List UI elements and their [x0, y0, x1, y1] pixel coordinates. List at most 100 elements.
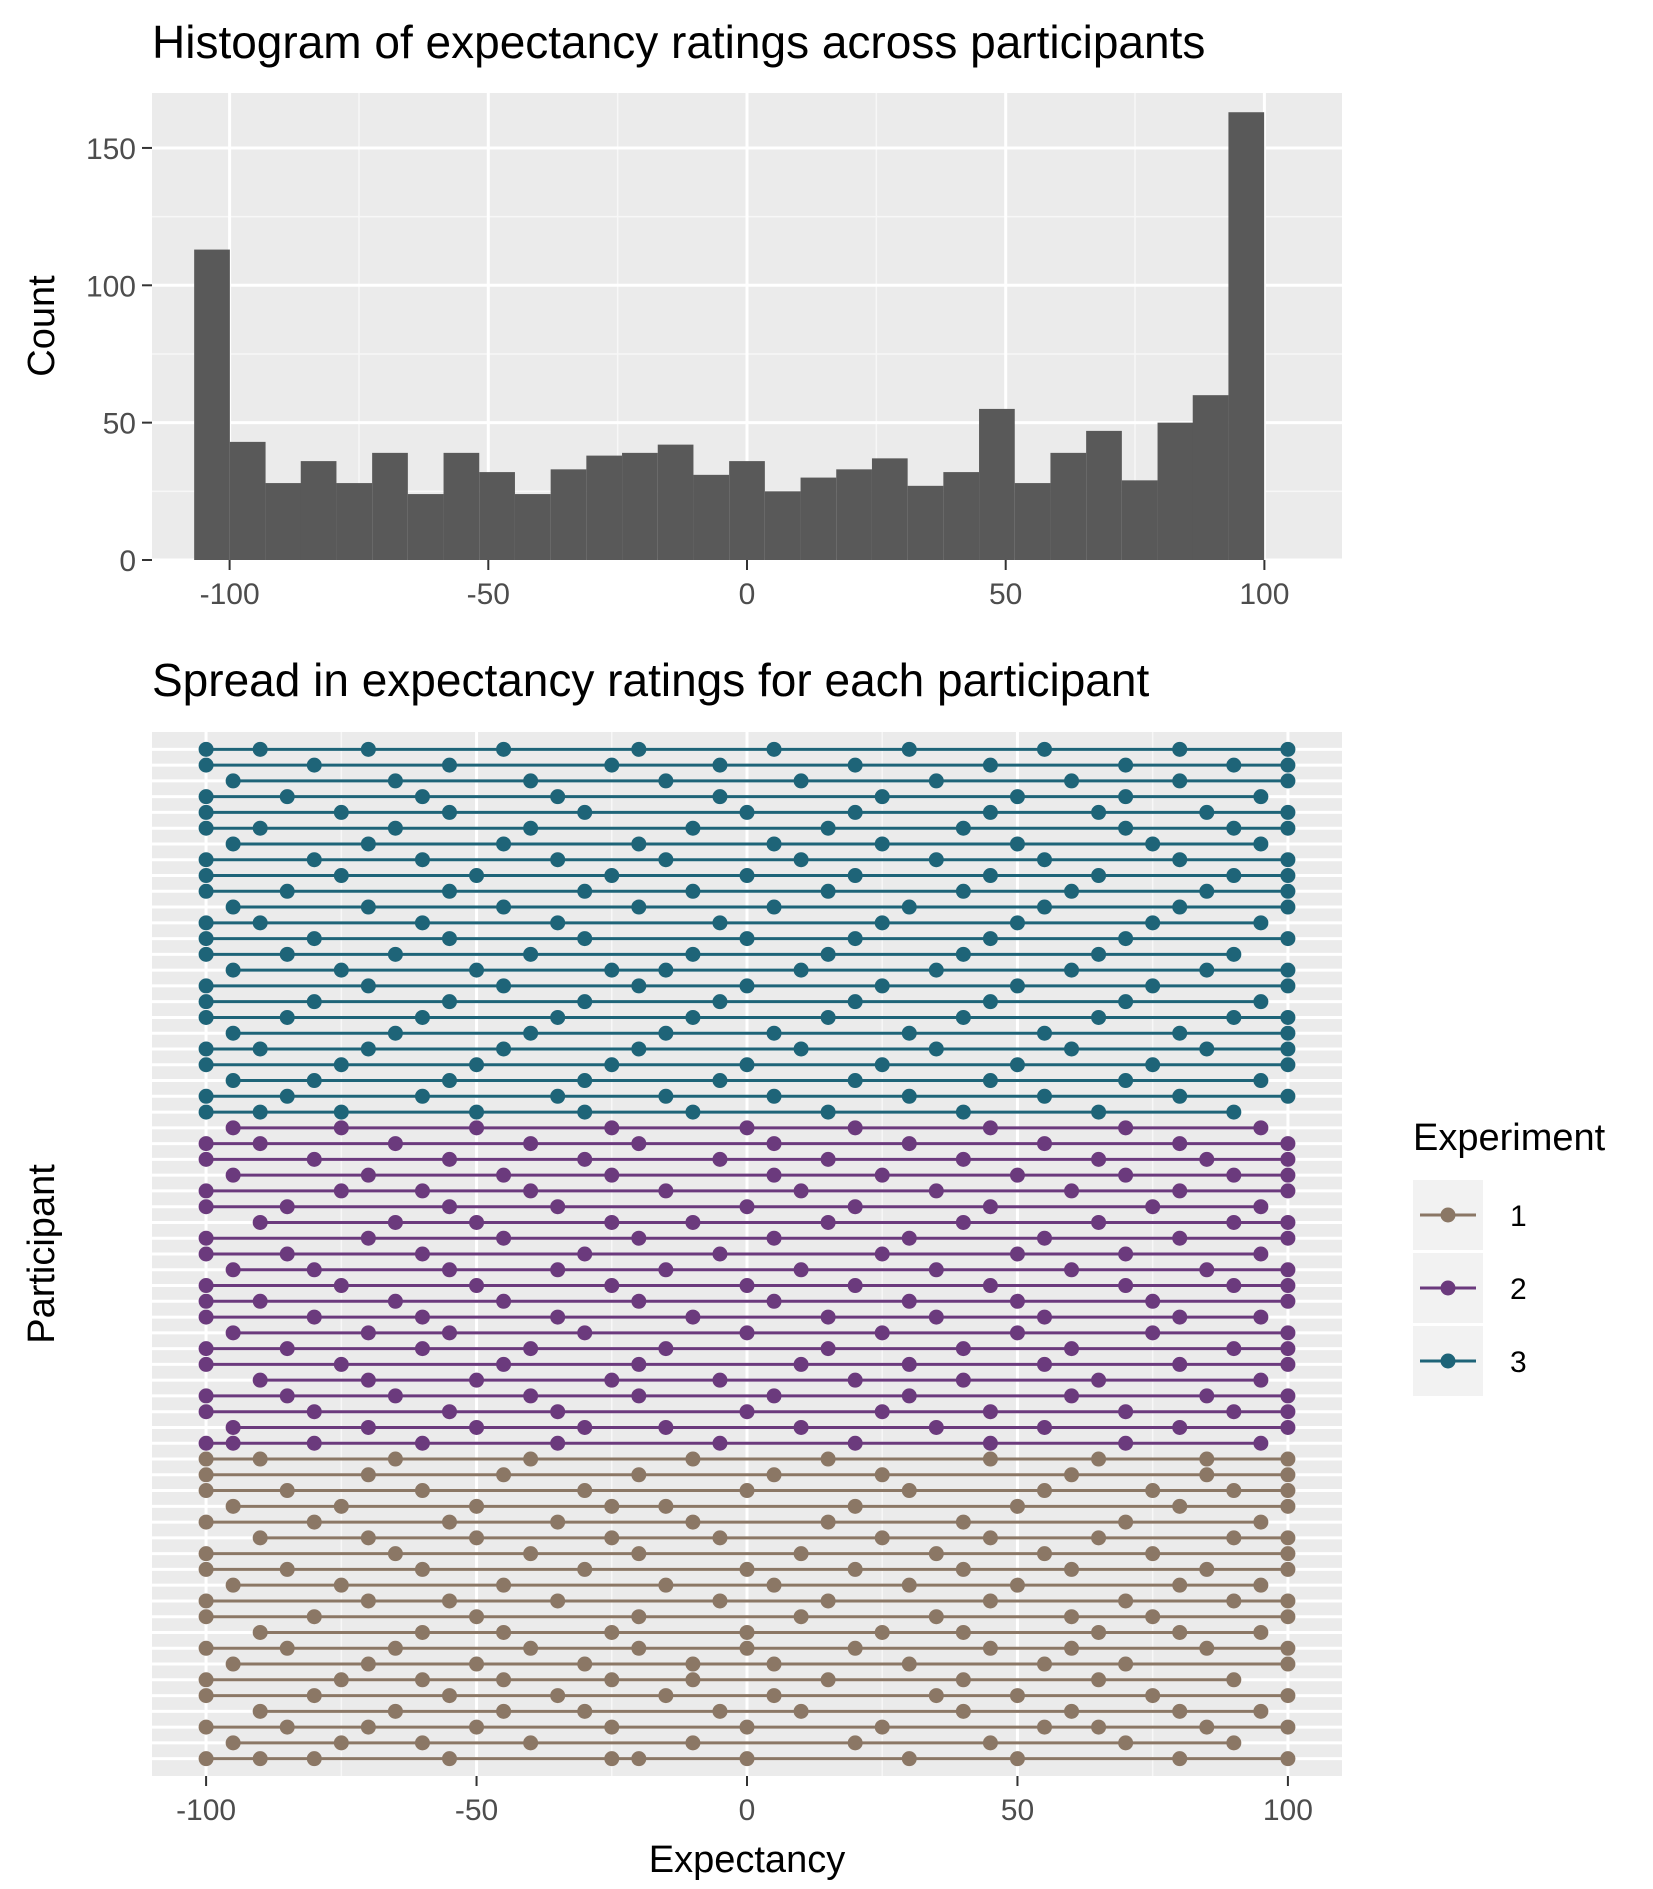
participant-rating-point — [1172, 1025, 1188, 1041]
participant-rating-point — [414, 1341, 430, 1357]
participant-rating-point — [225, 962, 241, 978]
participant-rating-point — [928, 1309, 944, 1325]
participant-rating-point — [1172, 1751, 1188, 1767]
participant-rating-point — [1091, 804, 1107, 820]
participant-rating-point — [333, 1120, 349, 1136]
histogram-bar — [514, 494, 551, 560]
participant-rating-point — [982, 1451, 998, 1467]
participant-rating-point — [1280, 1151, 1296, 1167]
participant-rating-point — [955, 946, 971, 962]
participant-rating-point — [1280, 1483, 1296, 1499]
participant-rating-point — [469, 1278, 485, 1294]
participant-rating-point — [198, 946, 214, 962]
participant-rating-point — [279, 1009, 295, 1025]
participant-rating-point — [739, 1483, 755, 1499]
participant-rating-point — [469, 1372, 485, 1388]
participant-rating-point — [1253, 1435, 1269, 1451]
participant-rating-point — [1199, 1388, 1215, 1404]
participant-rating-point — [712, 789, 728, 805]
participant-rating-point — [1009, 978, 1025, 994]
participant-rating-point — [1118, 1656, 1134, 1672]
participant-rating-point — [982, 994, 998, 1010]
participant-rating-point — [955, 1009, 971, 1025]
participant-rating-point — [631, 978, 647, 994]
participant-rating-point — [901, 741, 917, 757]
participant-rating-point — [469, 1719, 485, 1735]
participant-rating-point — [496, 899, 512, 915]
participant-rating-point — [1199, 804, 1215, 820]
series-experiment-1 — [198, 1451, 1296, 1767]
participant-rating-point — [793, 1703, 809, 1719]
participant-rating-point — [1172, 899, 1188, 915]
participant-rating-point — [1145, 978, 1161, 994]
participant-rating-point — [198, 1561, 214, 1577]
participant-rating-point — [1064, 1703, 1080, 1719]
participant-rating-point — [1091, 1451, 1107, 1467]
histogram-y-axis-label: Count — [21, 275, 63, 377]
histogram-bar — [836, 469, 872, 560]
participant-rating-point — [306, 1262, 322, 1278]
participant-rating-point — [1009, 1751, 1025, 1767]
participant-rating-point — [1253, 1199, 1269, 1215]
participant-rating-point — [442, 1325, 457, 1341]
participant-rating-point — [1118, 1593, 1134, 1609]
participant-rating-point — [1064, 1041, 1080, 1057]
histogram-bar — [336, 483, 373, 560]
participant-rating-point — [225, 1419, 241, 1435]
participant-rating-point — [631, 1356, 647, 1372]
participant-rating-point — [658, 773, 674, 789]
participant-rating-point — [414, 1624, 430, 1640]
participant-rating-point — [604, 1120, 620, 1136]
participant-rating-point — [1009, 789, 1025, 805]
histogram-y-tick-label: 150 — [86, 133, 136, 166]
spread-x-tick-label: 0 — [739, 1794, 756, 1827]
participant-rating-point — [766, 1293, 782, 1309]
participant-rating-point — [279, 1341, 295, 1357]
participant-rating-point — [631, 1546, 647, 1562]
participant-rating-point — [1091, 946, 1107, 962]
participant-rating-point — [820, 1593, 836, 1609]
participant-rating-point — [306, 1151, 322, 1167]
participant-rating-point — [901, 1356, 917, 1372]
participant-rating-point — [955, 1372, 971, 1388]
participant-rating-point — [577, 994, 593, 1010]
participant-rating-point — [955, 1561, 971, 1577]
histogram-bar — [586, 455, 623, 560]
participant-rating-point — [360, 978, 376, 994]
participant-rating-point — [360, 836, 376, 852]
participant-rating-point — [1009, 836, 1025, 852]
participant-rating-point — [874, 836, 890, 852]
participant-rating-point — [982, 1120, 998, 1136]
participant-rating-point — [225, 1120, 241, 1136]
participant-rating-point — [847, 757, 863, 773]
participant-rating-point — [1118, 931, 1134, 947]
participant-rating-point — [604, 1498, 620, 1514]
participant-rating-point — [604, 1214, 620, 1230]
participant-rating-point — [1199, 1561, 1215, 1577]
participant-rating-point — [387, 1293, 403, 1309]
participant-rating-point — [279, 1561, 295, 1577]
participant-rating-point — [1199, 1640, 1215, 1656]
participant-rating-point — [631, 1467, 647, 1483]
participant-rating-point — [1091, 1672, 1107, 1688]
participant-rating-point — [252, 820, 268, 836]
participant-rating-point — [1280, 962, 1296, 978]
participant-rating-point — [442, 1262, 457, 1278]
participant-rating-point — [1172, 1577, 1188, 1593]
participant-rating-point — [1064, 773, 1080, 789]
participant-rating-point — [252, 1703, 268, 1719]
participant-rating-point — [360, 1230, 376, 1246]
participant-rating-point — [550, 789, 566, 805]
participant-rating-point — [1009, 1577, 1025, 1593]
participant-rating-point — [1280, 1041, 1296, 1057]
participant-rating-point — [847, 1199, 863, 1215]
participant-rating-point — [1280, 1498, 1296, 1514]
participant-rating-point — [306, 1751, 322, 1767]
participant-rating-point — [766, 1230, 782, 1246]
participant-rating-point — [793, 773, 809, 789]
participant-rating-point — [523, 946, 539, 962]
participant-rating-point — [360, 1167, 376, 1183]
legend-entry-label: 2 — [1510, 1273, 1527, 1306]
participant-rating-point — [685, 1009, 701, 1025]
participant-rating-point — [1280, 1419, 1296, 1435]
